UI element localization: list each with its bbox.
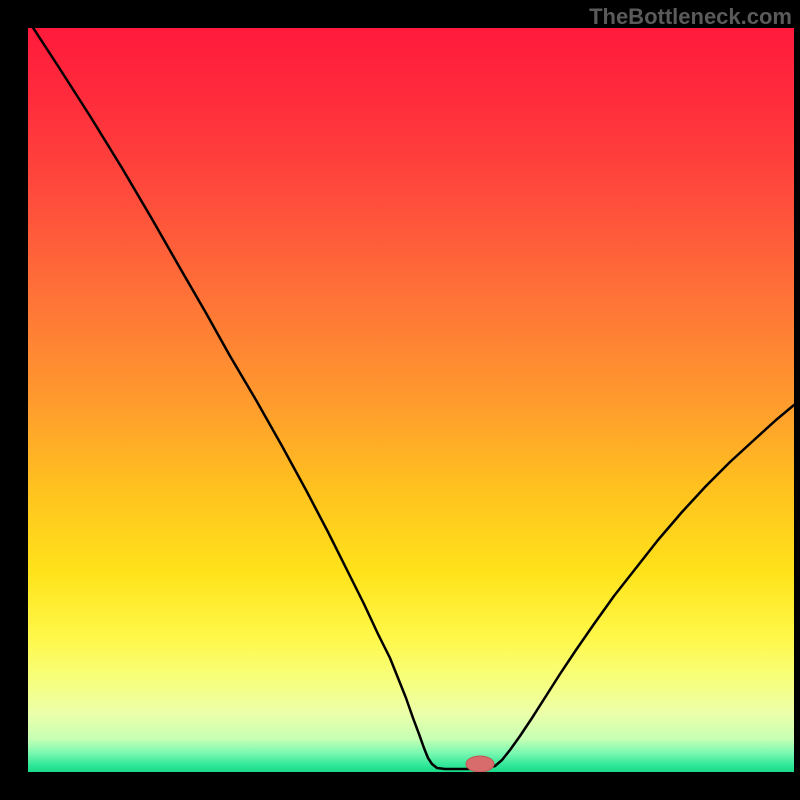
- optimum-marker: [466, 756, 494, 772]
- watermark-text: TheBottleneck.com: [589, 4, 792, 30]
- plot-svg: [28, 28, 794, 772]
- gradient-background: [28, 28, 794, 772]
- plot-area: [28, 28, 794, 772]
